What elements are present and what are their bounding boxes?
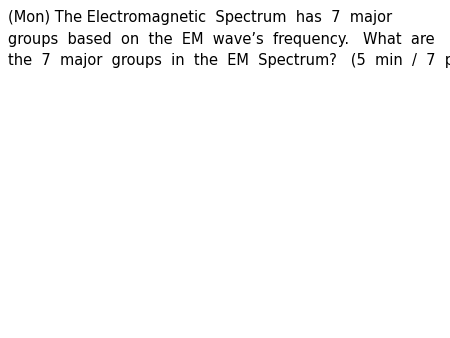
Text: (Mon) The Electromagnetic  Spectrum  has  7  major
groups  based  on  the  EM  w: (Mon) The Electromagnetic Spectrum has 7… bbox=[8, 10, 450, 68]
